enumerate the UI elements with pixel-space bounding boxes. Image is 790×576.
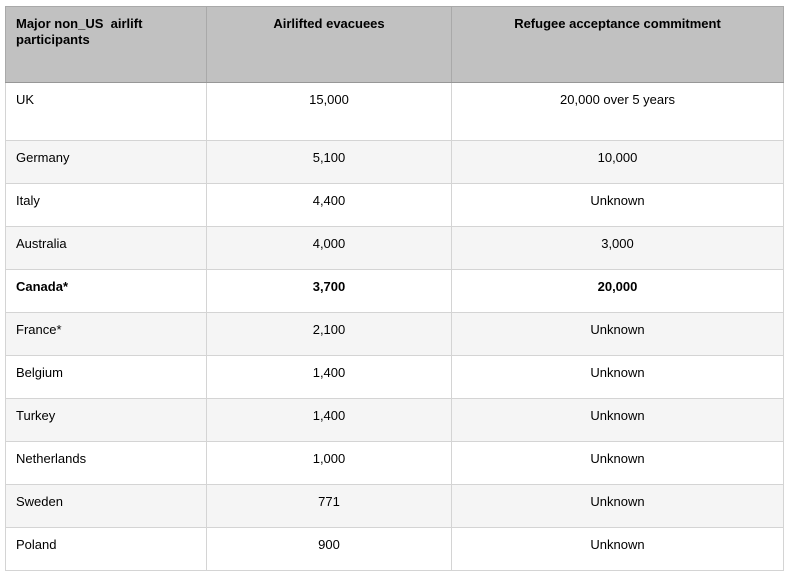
commitment-cell: 3,000 (451, 226, 784, 270)
participant-cell: Australia (5, 226, 207, 270)
header-cell-participants: Major non_US airlift participants (5, 6, 207, 83)
evacuees-cell: 5,100 (206, 140, 452, 184)
table-row: UK 15,000 20,000 over 5 years (5, 82, 784, 141)
header-row: Major non_US airlift participants Airlif… (5, 6, 784, 83)
table-row: Australia 4,000 3,000 (5, 226, 784, 270)
table-row: Canada* 3,700 20,000 (5, 269, 784, 313)
table-row: Italy 4,400 Unknown (5, 183, 784, 227)
evacuees-cell: 900 (206, 527, 452, 571)
table-header: Major non_US airlift participants Airlif… (5, 6, 784, 83)
table-body: UK 15,000 20,000 over 5 years Germany 5,100 1… (5, 82, 784, 571)
header-cell-commitment: Refugee acceptance commitment (451, 6, 784, 83)
commitment-cell: 20,000 over 5 years (451, 82, 784, 141)
participant-cell: Turkey (5, 398, 207, 442)
commitment-cell: Unknown (451, 484, 784, 528)
participant-cell: Sweden (5, 484, 207, 528)
table-row: Poland 900 Unknown (5, 527, 784, 571)
commitment-cell: Unknown (451, 183, 784, 227)
table-row: France* 2,100 Unknown (5, 312, 784, 356)
participant-cell: Italy (5, 183, 207, 227)
evacuees-cell: 771 (206, 484, 452, 528)
participant-cell: Netherlands (5, 441, 207, 485)
airlift-participants-table: Major non_US airlift participants Airlif… (5, 6, 784, 571)
evacuees-cell: 15,000 (206, 82, 452, 141)
table-row: Belgium 1,400 Unknown (5, 355, 784, 399)
commitment-cell: 10,000 (451, 140, 784, 184)
evacuees-cell: 2,100 (206, 312, 452, 356)
participant-cell: UK (5, 82, 207, 141)
evacuees-cell: 4,000 (206, 226, 452, 270)
table-row: Germany 5,100 10,000 (5, 140, 784, 184)
table-row: Netherlands 1,000 Unknown (5, 441, 784, 485)
commitment-cell: Unknown (451, 355, 784, 399)
evacuees-cell: 1,400 (206, 355, 452, 399)
commitment-cell: Unknown (451, 527, 784, 571)
evacuees-cell: 1,000 (206, 441, 452, 485)
commitment-cell: Unknown (451, 441, 784, 485)
participant-cell: Poland (5, 527, 207, 571)
evacuees-cell: 4,400 (206, 183, 452, 227)
participant-cell: Germany (5, 140, 207, 184)
table-row: Turkey 1,400 Unknown (5, 398, 784, 442)
evacuees-cell: 1,400 (206, 398, 452, 442)
table-row: Sweden 771 Unknown (5, 484, 784, 528)
header-cell-evacuees: Airlifted evacuees (206, 6, 452, 83)
participant-cell: Belgium (5, 355, 207, 399)
evacuees-cell: 3,700 (206, 269, 452, 313)
commitment-cell: Unknown (451, 312, 784, 356)
commitment-cell: 20,000 (451, 269, 784, 313)
commitment-cell: Unknown (451, 398, 784, 442)
participant-cell: Canada* (5, 269, 207, 313)
participant-cell: France* (5, 312, 207, 356)
